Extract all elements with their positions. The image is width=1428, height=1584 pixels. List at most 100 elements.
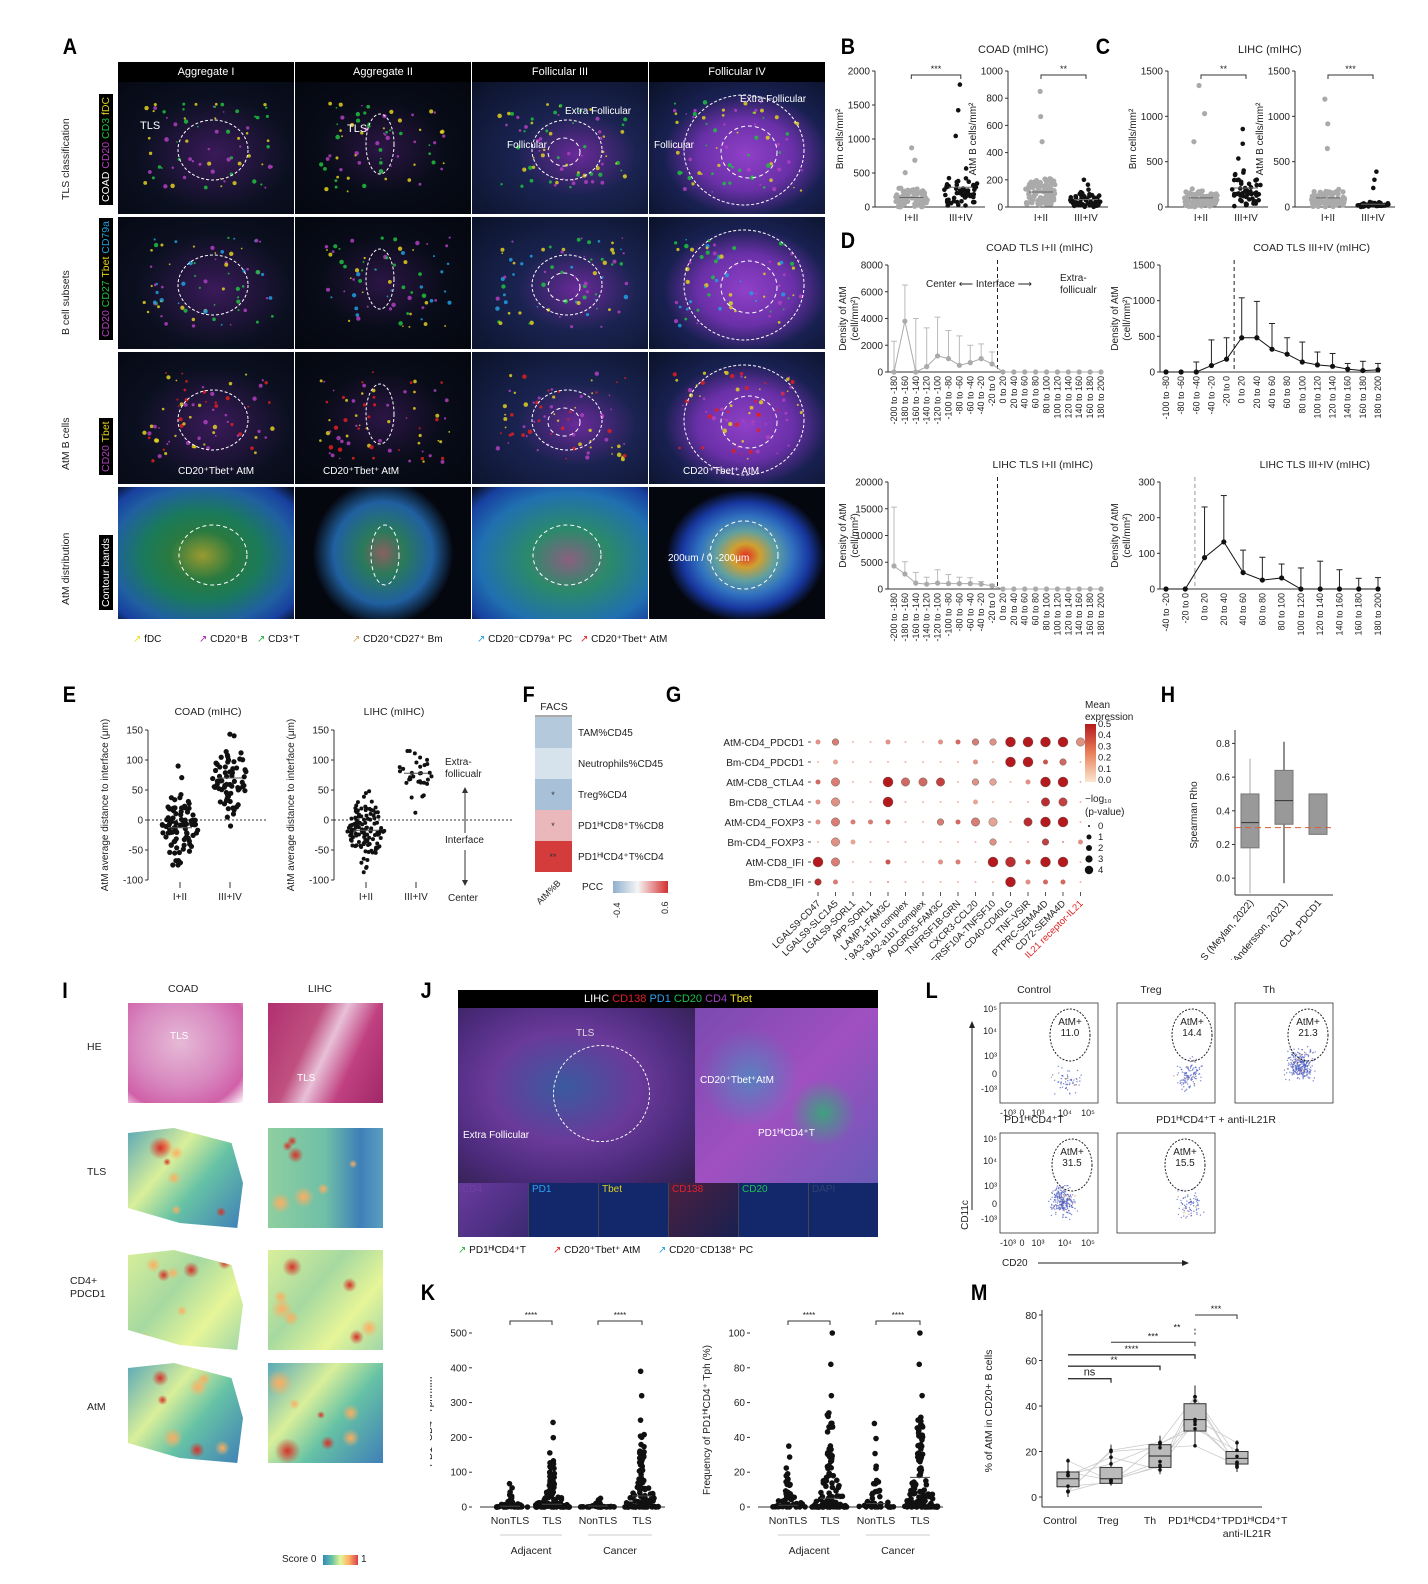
x-tick-label: -80 to -60 <box>954 593 964 632</box>
flow-event <box>1306 1071 1309 1073</box>
data-point <box>970 199 976 205</box>
significance-bracket <box>509 1320 553 1325</box>
panel-label-j: J <box>420 978 432 1003</box>
data-point <box>1033 586 1039 592</box>
micrograph-tile <box>472 82 648 214</box>
flow-event <box>1195 1070 1198 1072</box>
dot <box>1005 736 1016 748</box>
size-legend-dot <box>1088 825 1090 827</box>
data-point <box>989 583 995 589</box>
flow-event <box>1053 1205 1056 1208</box>
data-point <box>648 1496 655 1503</box>
flow-event <box>1075 1084 1077 1086</box>
data-point <box>974 181 980 186</box>
data-point <box>655 1503 661 1510</box>
flow-event <box>1294 1052 1296 1054</box>
x-tick-label: 100 to 120 <box>1296 593 1306 636</box>
x-tick-label: 100 to 120 <box>1052 593 1062 636</box>
cell-dots <box>319 371 451 464</box>
data-point <box>874 1504 881 1510</box>
box <box>1183 1403 1207 1432</box>
data-point <box>910 1490 917 1497</box>
data-point <box>641 1443 647 1450</box>
flow-event <box>1176 1065 1179 1068</box>
arrow-icon: ↗ <box>477 634 489 645</box>
data-point <box>1000 586 1006 592</box>
data-point <box>1318 191 1324 197</box>
x-tick-label: III+IV <box>1234 213 1258 224</box>
flow-event <box>1068 1199 1070 1201</box>
flow-event <box>1186 1077 1188 1079</box>
dot <box>869 741 872 743</box>
x-tick-label: 40 to 60 <box>1267 376 1277 409</box>
flow-event <box>1293 1048 1295 1050</box>
data-point <box>361 794 366 799</box>
dot <box>1022 756 1034 768</box>
data-point <box>1254 177 1260 182</box>
flow-event <box>1057 1081 1059 1083</box>
data-point <box>1192 204 1198 210</box>
data-point <box>1240 126 1246 132</box>
flow-event <box>1052 1190 1054 1192</box>
column-label: LIHC <box>308 983 332 995</box>
dot <box>852 881 854 883</box>
flow-event <box>1060 1186 1062 1188</box>
x-tick-label: PD1ᴴᴵCD4⁺T <box>1168 1515 1228 1527</box>
data-point <box>1235 1461 1239 1465</box>
flow-event <box>1185 1217 1187 1219</box>
legend-item: ↗ CD20⁺Tbet⁺ AtM <box>580 634 668 645</box>
data-point <box>224 814 230 820</box>
data-point <box>373 850 378 855</box>
x-tick-label: 10⁵ <box>1081 1108 1095 1118</box>
flow-event <box>1066 1203 1068 1206</box>
x-tick-label: 0 <box>1019 1238 1024 1248</box>
y-tick-label: 500 <box>450 1329 467 1340</box>
flow-event <box>1298 1058 1300 1060</box>
flow-event <box>1069 1195 1071 1197</box>
heatmap-cell <box>535 841 572 872</box>
data-point <box>1229 187 1235 192</box>
flow-event <box>1197 1204 1199 1207</box>
cell-dots <box>495 371 627 462</box>
flow-event <box>1190 1209 1193 1212</box>
flow-event <box>1177 1213 1180 1216</box>
x-tick-label: TLS <box>542 1515 561 1527</box>
flow-event <box>1195 1208 1198 1210</box>
x-tick-label: -140 to -120 <box>922 376 932 425</box>
size-legend-tick: 0 <box>1098 821 1103 832</box>
chart-title: LIHC TLS III+IV (mIHC) <box>1260 459 1370 471</box>
y-tick-label: 0.6 <box>1216 773 1230 784</box>
significance-star: * <box>551 790 555 800</box>
row-label: TLS <box>87 1166 107 1178</box>
flow-event <box>1294 1070 1296 1073</box>
flow-event <box>1055 1201 1057 1203</box>
y-tick-label: -50 <box>315 846 330 857</box>
flow-event <box>1308 1072 1310 1074</box>
flow-event <box>1305 1063 1307 1066</box>
significance-bracket <box>1200 74 1247 79</box>
x-tick-label: 10³ <box>1031 1108 1044 1118</box>
flow-event <box>1068 1212 1070 1215</box>
data-point <box>549 1488 556 1495</box>
data-point <box>349 816 354 821</box>
contour-dashed-outline <box>709 520 779 590</box>
flow-event <box>1184 1077 1186 1080</box>
data-point <box>509 1485 515 1491</box>
flow-event <box>1186 1074 1188 1076</box>
data-point <box>829 1420 835 1427</box>
data-point <box>1098 369 1104 375</box>
flow-event <box>1298 1064 1301 1066</box>
legend-item: ↗ CD20⁺CD27⁺ Bm <box>352 634 443 645</box>
data-point <box>348 833 353 838</box>
flow-event <box>1060 1194 1062 1196</box>
data-point <box>825 1465 831 1472</box>
data-point <box>376 814 381 819</box>
data-point <box>542 1495 549 1501</box>
data-point <box>184 809 191 815</box>
flow-event <box>1301 1075 1304 1077</box>
data-point <box>1298 586 1304 592</box>
flow-event <box>1177 1195 1179 1198</box>
interface-label: Interface <box>445 835 484 846</box>
flow-event <box>1057 1200 1059 1202</box>
dot <box>904 801 907 803</box>
